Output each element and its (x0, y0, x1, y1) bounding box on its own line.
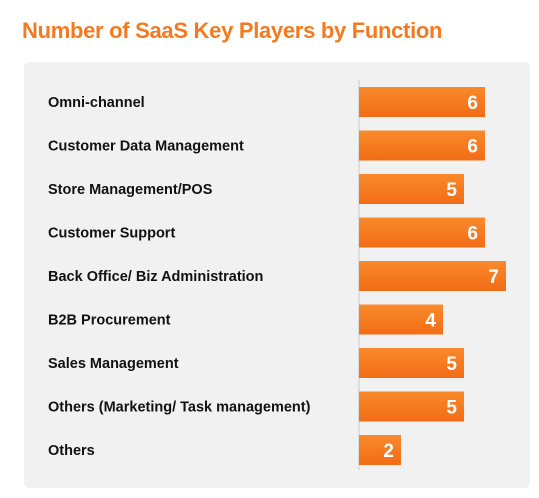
data-label: 4 (425, 311, 436, 332)
data-label: 5 (446, 180, 457, 201)
bar (359, 304, 443, 335)
category-label: Omni-channel (48, 95, 145, 111)
category-label: Others (Marketing/ Task management) (48, 400, 311, 416)
category-label: Customer Data Management (48, 139, 244, 155)
bar (359, 391, 464, 422)
data-label: 2 (383, 441, 394, 462)
category-label: Back Office/ Biz Administration (48, 269, 263, 285)
data-label: 5 (446, 354, 457, 375)
data-label: 7 (488, 267, 499, 288)
category-label: B2B Procurement (48, 313, 171, 329)
bar (359, 261, 506, 291)
chart-title: Number of SaaS Key Players by Function (22, 18, 443, 43)
bar-series: Omni-channel 6 Customer Data Management 6 St… (48, 87, 506, 465)
category-label: Customer Support (48, 226, 175, 242)
data-label: 6 (467, 137, 478, 158)
bar (359, 348, 464, 378)
category-label: Sales Management (48, 356, 179, 372)
bar (359, 174, 464, 204)
bar (359, 87, 485, 117)
bar (359, 435, 401, 465)
data-label: 6 (467, 224, 478, 245)
category-label: Others (48, 443, 95, 459)
bar (359, 130, 485, 161)
data-label: 6 (467, 93, 478, 114)
category-label: Store Management/POS (48, 182, 213, 198)
data-label: 5 (446, 398, 457, 419)
bar (359, 217, 485, 248)
